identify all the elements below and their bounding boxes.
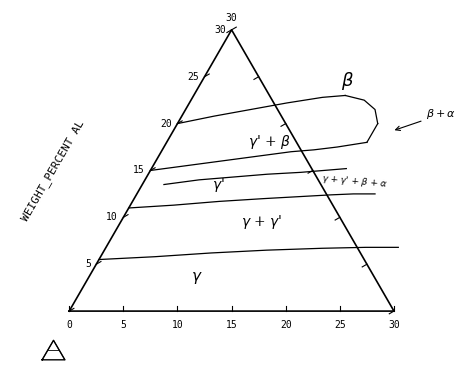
Text: 5: 5 xyxy=(120,320,126,330)
Text: $\gamma$': $\gamma$' xyxy=(212,176,224,194)
Text: $\gamma$: $\gamma$ xyxy=(191,270,202,286)
Text: 0: 0 xyxy=(66,320,72,330)
Text: WEIGHT_PERCENT AL: WEIGHT_PERCENT AL xyxy=(19,118,86,223)
Text: $\gamma$ + $\gamma$' + $\beta$ + $\alpha$: $\gamma$ + $\gamma$' + $\beta$ + $\alpha… xyxy=(321,172,389,191)
Text: 10: 10 xyxy=(172,320,183,330)
Text: 25: 25 xyxy=(187,72,199,82)
Text: 20: 20 xyxy=(280,320,292,330)
Text: 30: 30 xyxy=(388,320,400,330)
Text: 5: 5 xyxy=(85,259,91,269)
Text: $\beta + \alpha$: $\beta + \alpha$ xyxy=(396,107,456,131)
Text: 15: 15 xyxy=(133,166,145,176)
Text: 25: 25 xyxy=(334,320,346,330)
Text: $\beta$: $\beta$ xyxy=(341,70,355,92)
Text: $\gamma$ + $\gamma$': $\gamma$ + $\gamma$' xyxy=(241,213,282,231)
Text: 30: 30 xyxy=(226,13,237,23)
Text: 15: 15 xyxy=(226,320,237,330)
Text: 30: 30 xyxy=(214,25,226,35)
Text: 10: 10 xyxy=(106,212,118,222)
Text: $\gamma$' + $\beta$: $\gamma$' + $\beta$ xyxy=(248,133,291,151)
Text: 20: 20 xyxy=(160,118,172,128)
